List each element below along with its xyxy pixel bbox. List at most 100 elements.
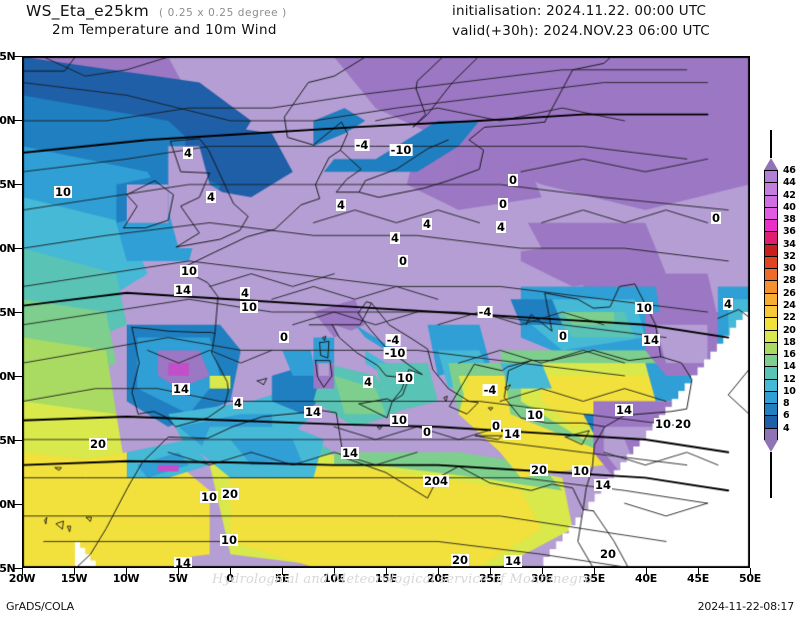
contour-label: 14: [173, 556, 193, 568]
contour-label: 4: [182, 146, 194, 160]
contour-label: 10: [219, 533, 239, 547]
colorbar-segment: [764, 427, 778, 440]
model-title: WS_Eta_e25km ( 0.25 x 0.25 degree ): [26, 2, 287, 20]
model-resolution: ( 0.25 x 0.25 degree ): [158, 7, 287, 19]
contour-label: 0: [557, 329, 569, 343]
header: WS_Eta_e25km ( 0.25 x 0.25 degree ) 2m Te…: [0, 0, 800, 46]
contour-label: 20: [673, 417, 693, 431]
longitude-tick: [750, 568, 751, 575]
longitude-label: 10W: [112, 572, 140, 585]
longitude-label: 35E: [583, 572, 605, 585]
colorbar-segment: [764, 341, 778, 355]
colorbar-tick-label: 20: [783, 324, 796, 336]
latitude-tick: [14, 184, 22, 185]
contour-label: 10: [525, 408, 545, 422]
colorbar-tick-label: 40: [783, 201, 796, 213]
contour-label: 20: [88, 437, 108, 451]
longitude-label: 20W: [8, 572, 36, 585]
latitude-label: 55N: [0, 178, 16, 191]
longitude-tick: [698, 568, 699, 575]
colorbar-segment: [764, 255, 778, 269]
contour-label: 10: [634, 301, 654, 315]
longitude-tick: [74, 568, 75, 575]
colorbar-segment: [764, 317, 778, 330]
contour-label: 4: [205, 190, 217, 204]
contour-label: 14: [503, 554, 523, 568]
longitude-label: 10E: [323, 572, 345, 585]
contour-label: 0: [421, 425, 433, 439]
field-title: 2m Temperature and 10m Wind: [52, 22, 277, 38]
longitude-label: 30E: [531, 572, 553, 585]
colorbar-over-arrow: [764, 158, 778, 170]
latitude-tick: [14, 248, 22, 249]
colorbar-segment: [764, 354, 778, 367]
contour-label: 20: [598, 547, 618, 561]
contour-label: 10: [395, 371, 415, 385]
colorbar-under-arrow: [764, 440, 778, 452]
colorbar-tick-label: 16: [783, 349, 796, 361]
colorbar-tick-label: 26: [783, 287, 796, 299]
colorbar-segment: [764, 268, 778, 281]
colorbar-segment: [764, 329, 778, 342]
colorbar-tick-label: 6: [783, 410, 790, 422]
colorbar-tick-label: 24: [783, 300, 796, 311]
contour-label: 10: [571, 464, 591, 478]
longitude-tick: [438, 568, 439, 575]
colorbar-tick-label: 42: [783, 189, 796, 201]
latitude-tick: [14, 376, 22, 377]
contour-label: 14: [340, 446, 360, 460]
longitude-tick: [646, 568, 647, 575]
latitude-tick: [14, 120, 22, 121]
contour-label: 10: [199, 490, 219, 504]
contour-label: 4: [495, 220, 507, 234]
latitude-tick: [14, 56, 22, 57]
longitude-tick: [282, 568, 283, 575]
colorbar-segment: [764, 194, 778, 207]
contour-label: 0: [278, 330, 290, 344]
latitude-tick: [14, 568, 22, 569]
colorbar-tick-label: 14: [783, 361, 796, 373]
colorbar-segment: [764, 219, 778, 232]
colorbar-tick-label: 44: [783, 177, 796, 189]
colorbar: 46 44 42 40 38 36 34 32 30 28 26 24 22 20 18 16 14 12 10 8 6…: [764, 130, 796, 498]
longitude-label: 40E: [635, 572, 657, 585]
model-name: WS_Eta_e25km: [26, 2, 149, 20]
longitude-tick: [490, 568, 491, 575]
contour-label: 0: [507, 173, 519, 187]
colorbar-tick-label: 32: [783, 250, 796, 262]
latitude-label: 45N: [0, 306, 16, 319]
contour-label: 14: [171, 382, 191, 396]
contour-label: 20: [220, 487, 240, 501]
longitude-label: 20E: [427, 572, 449, 585]
latitude-tick: [14, 312, 22, 313]
colorbar-tick-label: 4: [783, 422, 790, 434]
colorbar-tick-label: 22: [783, 312, 796, 324]
contour-label: 4: [239, 286, 251, 300]
colorbar-segment: [764, 403, 778, 416]
contour-label: 10: [179, 264, 199, 278]
initialisation-time: initialisation: 2024.11.22. 00:00 UTC: [452, 3, 707, 19]
colorbar-segment: [764, 305, 778, 318]
longitude-tick: [230, 568, 231, 575]
latitude-tick: [14, 440, 22, 441]
contour-label: 10: [653, 417, 673, 431]
contour-label: 10: [239, 300, 259, 314]
contour-label: 20: [450, 553, 470, 567]
colorbar-stem: [770, 452, 772, 498]
latitude-label: 25N: [0, 562, 16, 575]
colorbar-tick-label: 10: [783, 385, 796, 397]
colorbar-segment: [764, 415, 778, 428]
contour-label: 14: [641, 333, 661, 347]
longitude-label: 5E: [274, 572, 290, 585]
contour-label: 4: [232, 396, 244, 410]
longitude-label: 45E: [687, 572, 709, 585]
colorbar-tick-label: 30: [783, 263, 796, 275]
longitude-label: 0: [226, 572, 234, 585]
contour-label: 14: [593, 478, 613, 492]
contour-label: 14: [614, 403, 634, 417]
colorbar-stem: [770, 130, 772, 158]
longitude-label: 15W: [60, 572, 88, 585]
footer-left: GrADS/COLA: [6, 600, 74, 613]
colorbar-tick-label: 12: [783, 373, 796, 385]
